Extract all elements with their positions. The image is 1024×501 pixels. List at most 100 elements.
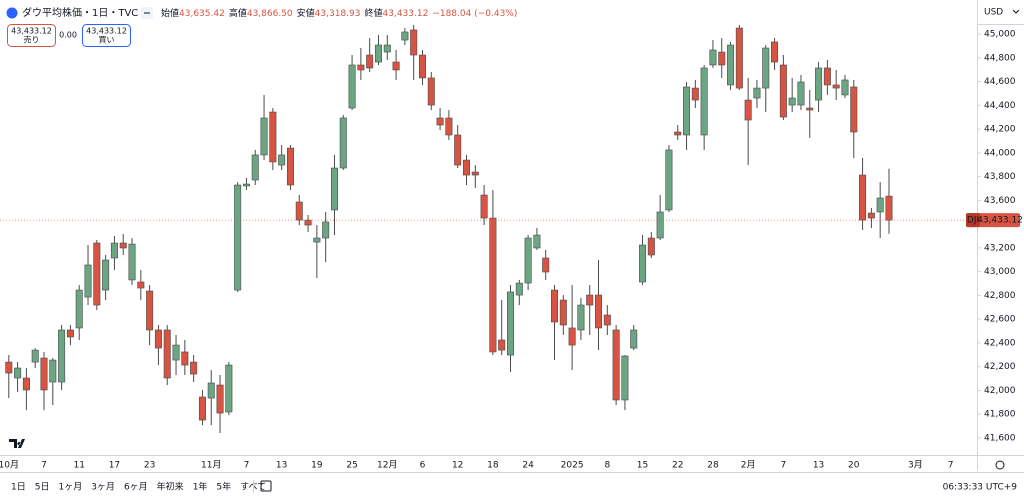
x-tick-label: 3月 [908, 460, 923, 471]
candle-body [489, 217, 497, 353]
symbol-icon [6, 7, 18, 19]
candle-body [128, 243, 136, 281]
y-tick-label: 43,000 [984, 267, 1016, 277]
candle-body [647, 237, 655, 256]
range-button[interactable]: 1日 [11, 482, 26, 493]
candle-body [515, 282, 523, 296]
candle-body [524, 237, 532, 284]
settings-button[interactable] [995, 460, 1005, 470]
spread: 0.00 [59, 31, 77, 40]
candle-body [471, 171, 479, 176]
plot-area [5, 24, 893, 434]
x-tick-label: 13 [813, 461, 824, 471]
candle-body [304, 219, 312, 226]
x-tick-label: 19 [311, 461, 323, 471]
currency[interactable]: USD [984, 8, 1003, 18]
candle-body [260, 117, 268, 156]
candle-body [639, 244, 647, 283]
candle-body [392, 61, 400, 71]
sell-button[interactable] [7, 24, 56, 47]
range-button[interactable]: 6ヶ月 [124, 482, 148, 493]
candle-body [771, 41, 779, 63]
x-tick-label: 10月 [0, 460, 19, 471]
candle-body [234, 184, 242, 291]
close-value: 43,433.12 [383, 9, 429, 19]
candle-body [383, 44, 391, 53]
candle-body [718, 51, 726, 66]
y-tick-label: 42,800 [984, 291, 1016, 301]
candle-body [146, 290, 154, 331]
candle-body [656, 211, 664, 239]
x-tick-label: 23 [144, 461, 155, 471]
currency-caret [1012, 9, 1020, 14]
x-tick-label: 28 [707, 461, 719, 471]
candle-body [674, 131, 682, 136]
change: −188.04 (−0.43%) [432, 9, 517, 19]
candle-body [779, 64, 787, 118]
x-tick-label: 18 [487, 461, 499, 471]
candle-body [445, 117, 453, 136]
x-tick-label: 20 [848, 461, 860, 471]
range-button[interactable]: 3ヶ月 [91, 482, 115, 493]
low-label: 安値 [297, 7, 315, 19]
x-tick-label: 2025 [561, 461, 584, 471]
candle-body [295, 201, 303, 221]
range-button[interactable]: 1ヶ月 [58, 482, 82, 493]
y-tick-label: 41,600 [984, 434, 1016, 444]
x-tick-label: 25 [346, 461, 357, 471]
y-tick-label: 44,000 [984, 148, 1016, 158]
candle-body [84, 264, 92, 298]
buy-button[interactable] [82, 24, 131, 47]
candle-body [559, 299, 567, 326]
candle-body [198, 396, 206, 421]
candle-body [683, 86, 691, 136]
candle-body [806, 107, 814, 111]
y-tick-label: 42,000 [984, 386, 1016, 396]
candle-body [533, 234, 541, 249]
range-button[interactable]: 年初来 [157, 481, 184, 493]
candle-body [709, 49, 717, 66]
candle-body [823, 67, 831, 86]
candle-body [753, 87, 761, 99]
candle-body [119, 242, 127, 249]
candle-body [322, 221, 330, 239]
y-tick-label: 43,600 [984, 196, 1016, 206]
x-tick-label: 12 [452, 461, 463, 471]
x-tick-label: 17 [109, 461, 120, 471]
y-tick-label: 43,800 [984, 172, 1016, 182]
candle-body [586, 294, 594, 306]
candle-body [850, 86, 858, 133]
candle-body [436, 117, 444, 126]
candle-body [40, 357, 48, 391]
candle-body [735, 27, 743, 89]
candle-body [207, 382, 215, 399]
range-button[interactable]: 1年 [193, 481, 208, 493]
candle-body [75, 289, 83, 329]
candle-body [242, 183, 250, 187]
candle-body [744, 99, 752, 121]
y-tick-label: 42,400 [984, 338, 1016, 348]
candle-body [418, 54, 426, 79]
range-bar: 1日5日1ヶ月3ヶ月6ヶ月年初来1年5年すべて [11, 481, 266, 493]
y-tick-label: 42,200 [984, 362, 1016, 372]
candle-body [630, 329, 638, 349]
candle-body [339, 117, 347, 169]
x-tick-label: 6 [420, 461, 426, 471]
candle-body [22, 377, 30, 391]
candle-body [225, 364, 233, 413]
calendar-icon[interactable] [260, 480, 272, 492]
range-button[interactable]: 5日 [35, 482, 50, 493]
candle-body [278, 154, 286, 166]
x-tick-label: 22 [672, 461, 683, 471]
x-tick-label: 7 [244, 461, 250, 471]
candle-body [5, 361, 13, 374]
x-tick-label: 8 [604, 461, 610, 471]
candle-body [286, 147, 294, 186]
range-button[interactable]: 5年 [216, 481, 231, 493]
open-label: 始値 [161, 7, 179, 19]
y-tick-label: 41,800 [984, 410, 1016, 420]
candle-body [110, 242, 118, 259]
symbol-tag [966, 213, 980, 228]
y-tick-label: 43,200 [984, 243, 1016, 253]
sell-label: 売り [24, 35, 40, 45]
